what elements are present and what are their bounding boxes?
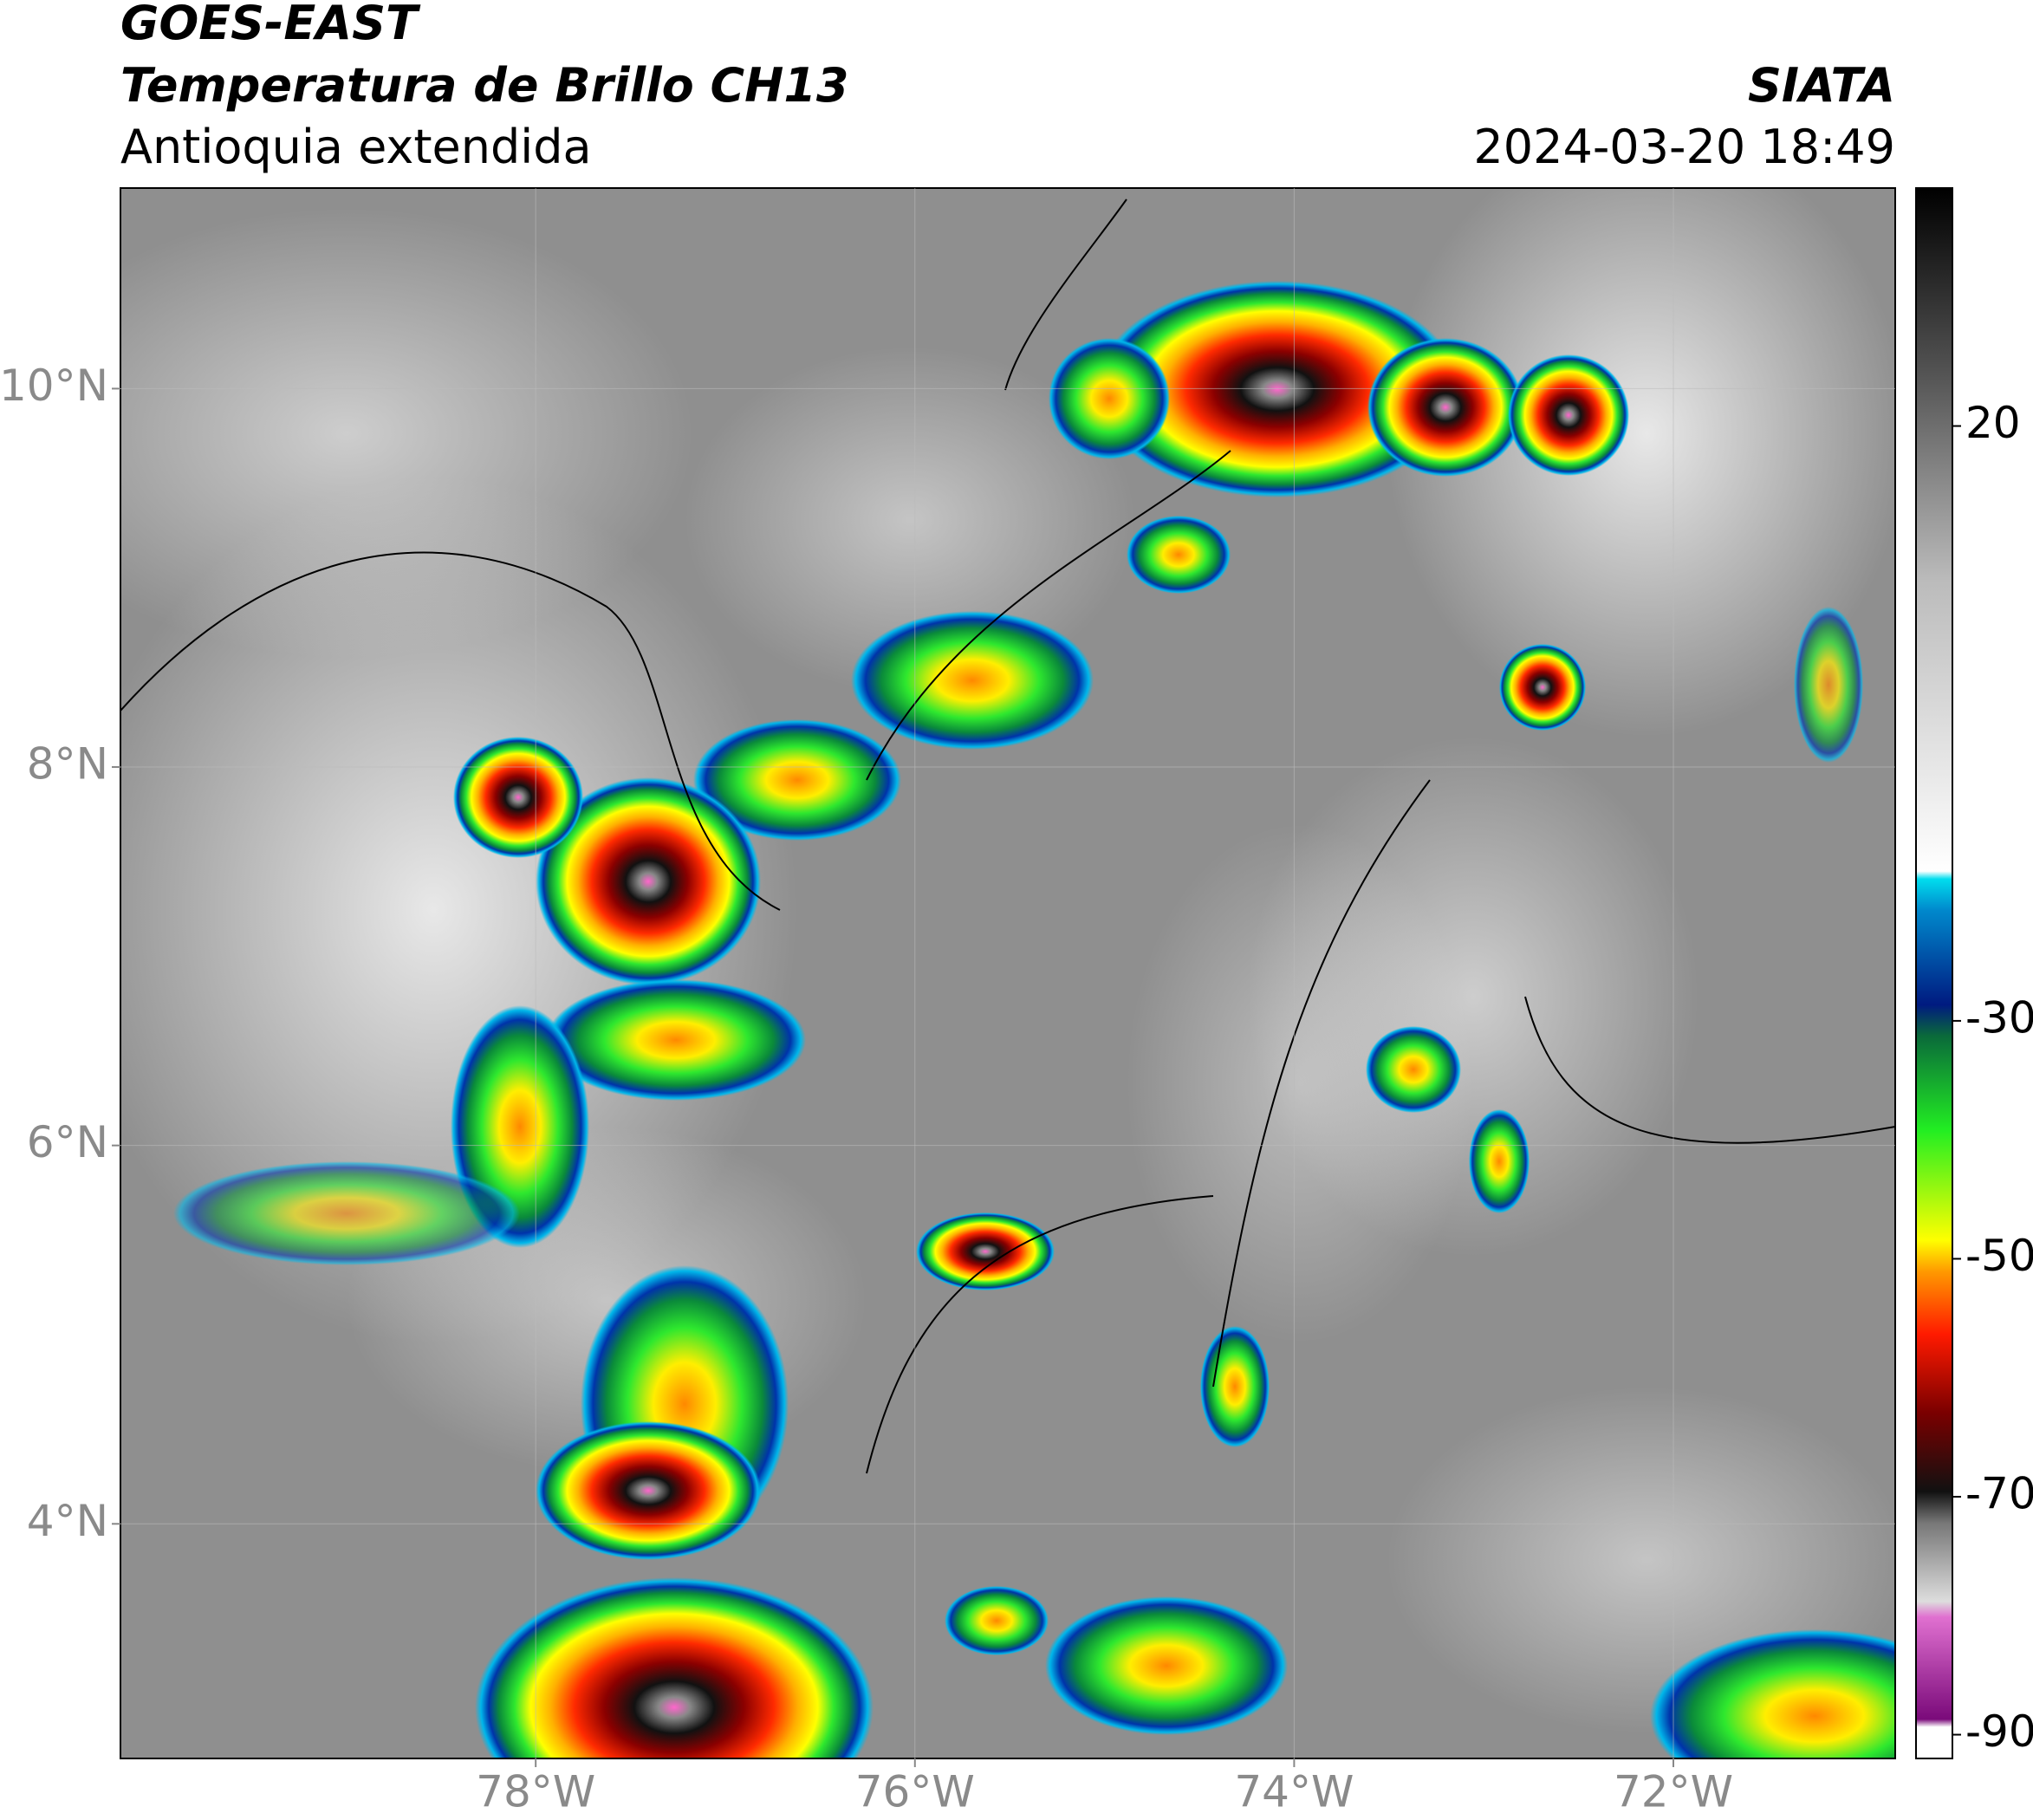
y-tick-label: 10°N: [0, 361, 108, 411]
colorbar-tick-label: -50: [1965, 1231, 2033, 1281]
subtitle: Temperatura de Brillo CH13: [120, 58, 849, 113]
y-tick-label: 6°N: [27, 1117, 108, 1167]
x-tick-label: 72°W: [1614, 1767, 1733, 1817]
datetime: 2024-03-20 18:49: [1473, 120, 1895, 174]
colorbar-tick-label: -70: [1965, 1469, 2033, 1519]
map-frame: [120, 187, 1896, 1759]
region: Antioquia extendida: [120, 120, 592, 174]
y-tick-label: 4°N: [27, 1496, 108, 1546]
x-tick-label: 74°W: [1234, 1767, 1354, 1817]
colorbar-tick-label: -90: [1965, 1706, 2033, 1757]
colorbar: [1915, 187, 1953, 1759]
colorbar-tick-label: 20: [1965, 398, 2021, 448]
y-tick-label: 8°N: [27, 739, 108, 790]
map-image: [120, 188, 1895, 1758]
x-tick-label: 76°W: [855, 1767, 975, 1817]
title: GOES-EAST: [120, 0, 421, 50]
colorbar-tick-label: -30: [1965, 992, 2033, 1043]
source: SIATA: [1748, 58, 1895, 113]
x-tick-label: 78°W: [476, 1767, 595, 1817]
